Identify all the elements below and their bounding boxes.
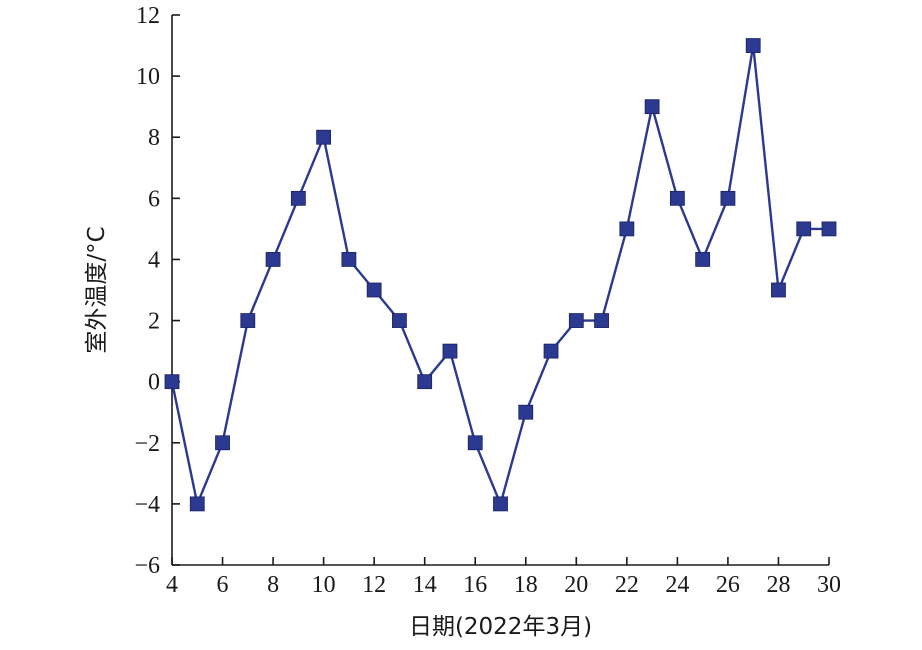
y-ticks: −6 −4 −2 0 2 4 6 8 10 12: [134, 3, 180, 579]
x-tick-label: 26: [716, 572, 740, 598]
y-tick-label: 4: [148, 247, 160, 273]
x-axis-title: 日期(2022年3月): [409, 614, 592, 640]
data-point-marker: [240, 313, 256, 328]
y-tick-label: 6: [148, 186, 160, 212]
data-point-marker: [442, 343, 458, 359]
data-point-marker: [493, 496, 508, 512]
data-point-marker: [745, 38, 761, 53]
data-point-marker: [189, 496, 205, 512]
x-tick-label: 28: [766, 572, 790, 598]
data-point-marker: [594, 313, 609, 328]
y-axis-title: 室外温度/°C: [84, 226, 110, 353]
y-tick-label: −2: [134, 431, 160, 457]
series-line: [170, 44, 829, 506]
x-tick-label: 20: [564, 572, 588, 598]
x-tick-label: 12: [362, 572, 386, 598]
data-point-marker: [518, 404, 534, 420]
data-point-marker: [341, 252, 357, 267]
data-point-marker: [392, 313, 407, 328]
y-tick-label: −4: [134, 492, 160, 518]
x-tick-label: 18: [514, 572, 538, 598]
data-point-marker: [695, 252, 711, 267]
data-point-marker: [644, 99, 660, 115]
data-point-marker: [417, 374, 433, 390]
data-point-marker: [215, 435, 230, 451]
data-point-marker: [290, 190, 306, 206]
data-point-marker: [265, 252, 281, 267]
data-point-marker: [821, 221, 837, 237]
x-tick-label: 14: [413, 572, 437, 598]
x-tick-label: 4: [166, 572, 178, 598]
data-point-marker: [467, 435, 483, 451]
x-tick-label: 6: [217, 572, 229, 598]
y-tick-label: 2: [148, 309, 160, 335]
axes: [171, 15, 829, 566]
x-tick-label: 8: [267, 572, 279, 598]
x-ticks: 4 6 8 10 12 14 16 18 20 22 24 26 28 30: [166, 557, 841, 598]
y-tick-label: 10: [136, 64, 160, 90]
data-point-marker: [543, 343, 559, 359]
series-layer: [164, 38, 837, 512]
data-point-marker: [619, 221, 635, 237]
x-tick-label: 16: [463, 572, 487, 598]
data-point-marker: [669, 190, 685, 206]
x-tick-label: 22: [615, 572, 639, 598]
data-point-marker: [796, 221, 812, 237]
data-point-marker: [316, 129, 332, 145]
x-tick-label: 10: [312, 572, 336, 598]
y-tick-label: 8: [148, 125, 160, 151]
y-tick-label: 0: [148, 370, 160, 396]
data-point-marker: [164, 374, 180, 390]
data-point-marker: [568, 313, 584, 328]
data-point-marker: [366, 282, 382, 298]
y-tick-label: −6: [134, 553, 160, 579]
data-point-marker: [771, 282, 786, 298]
data-point-marker: [720, 190, 736, 206]
y-tick-label: 12: [136, 3, 160, 29]
x-tick-label: 24: [665, 572, 689, 598]
x-tick-label: 30: [817, 572, 841, 598]
